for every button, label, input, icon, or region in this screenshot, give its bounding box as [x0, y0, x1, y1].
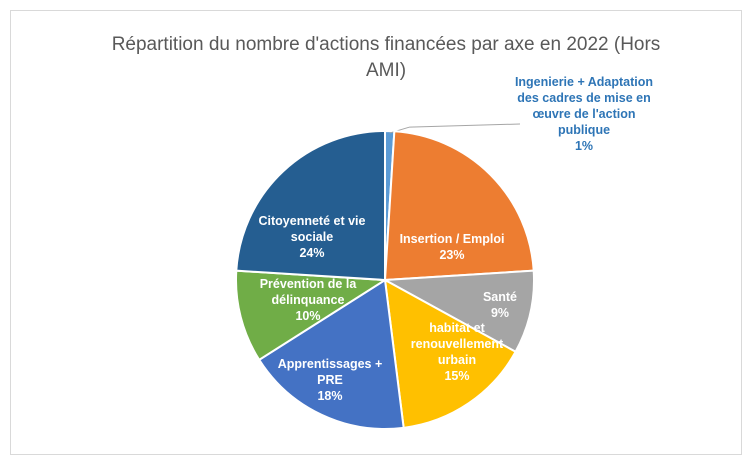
value-label: 15%: [444, 369, 470, 383]
category-label: Citoyenneté et vie sociale: [258, 214, 366, 244]
category-label: habitat et renouvellement urbain: [410, 321, 504, 367]
value-label: 24%: [299, 246, 325, 260]
value-label: 1%: [574, 139, 594, 153]
data-label: Apprentissages + PRE 18%: [268, 356, 393, 404]
value-label: 9%: [490, 306, 510, 320]
data-label: Santé 9%: [470, 289, 530, 321]
pie-slice: [383, 130, 535, 282]
value-label: 23%: [439, 248, 465, 262]
value-label: 18%: [317, 389, 343, 403]
category-label: Prévention de la délinquance: [259, 277, 357, 307]
category-label: Santé: [482, 290, 518, 304]
data-label: habitat et renouvellement urbain 15%: [402, 320, 512, 384]
category-label: Ingenierie + Adaptation des cadres de mi…: [514, 75, 654, 137]
pie-slice: [235, 269, 389, 362]
data-label: Ingenierie + Adaptation des cadres de mi…: [509, 74, 659, 154]
data-label: Prévention de la délinquance 10%: [248, 276, 368, 324]
pie-slice: [381, 269, 535, 354]
category-label: Apprentissages + PRE: [277, 357, 383, 387]
chart-title: Répartition du nombre d'actions financée…: [111, 34, 661, 81]
value-label: 10%: [295, 309, 321, 323]
pie-slice: [235, 129, 386, 282]
pie-slice: [383, 278, 517, 429]
data-label: Citoyenneté et vie sociale 24%: [250, 213, 375, 261]
pie-slice: [257, 278, 405, 430]
data-label: Insertion / Emploi 23%: [382, 231, 522, 263]
category-label: Insertion / Emploi: [399, 232, 505, 246]
